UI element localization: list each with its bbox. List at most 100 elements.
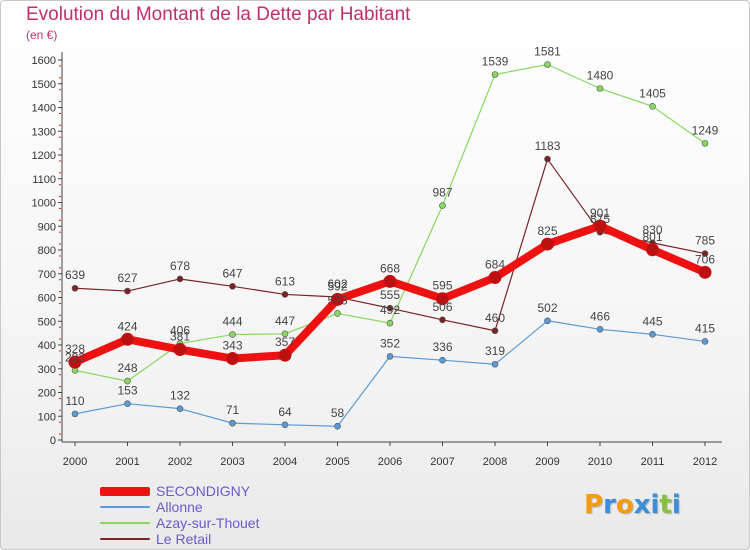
data-label: 830	[642, 223, 662, 237]
y-tick-label: 400	[38, 340, 56, 352]
data-label: 785	[695, 234, 715, 248]
data-point	[701, 140, 709, 147]
data-label: 678	[170, 259, 190, 273]
legend: SECONDIGNY Allonne Azay-sur-Thouet Le Retai…	[100, 483, 259, 547]
legend-swatch	[100, 538, 150, 540]
data-label: 447	[275, 314, 295, 328]
data-label: 595	[432, 279, 452, 293]
y-tick-label: 900	[38, 221, 56, 233]
data-label: 110	[65, 394, 84, 408]
y-tick-label: 1200	[32, 150, 56, 162]
data-point	[491, 71, 499, 78]
data-label: 1581	[534, 45, 561, 59]
data-point	[439, 356, 446, 364]
y-tick-label: 1400	[32, 103, 56, 115]
data-point	[439, 202, 446, 209]
legend-item: Azay-sur-Thouet	[100, 515, 259, 531]
data-point	[593, 219, 607, 233]
x-tick-label: 2008	[483, 456, 507, 468]
data-point	[649, 331, 656, 338]
data-label: 132	[170, 389, 190, 403]
data-point	[386, 319, 394, 327]
data-label: 1183	[535, 139, 561, 153]
data-point	[71, 410, 79, 418]
data-label: 502	[537, 301, 557, 315]
data-label: 58	[331, 406, 345, 420]
data-label: 1480	[587, 69, 614, 83]
y-tick-label: 1100	[32, 174, 56, 186]
legend-label: SECONDIGNY	[156, 483, 251, 499]
data-label: 293	[65, 350, 85, 364]
data-label: 825	[537, 224, 557, 238]
y-tick-label: 100	[38, 411, 56, 423]
data-point	[281, 421, 289, 429]
logo-letter: r	[603, 490, 616, 520]
data-label: 706	[695, 252, 715, 266]
logo-letter: i	[650, 490, 660, 520]
data-label: 460	[485, 311, 505, 325]
legend-swatch	[100, 506, 150, 508]
data-point	[124, 287, 131, 295]
data-label: 533	[327, 293, 347, 307]
data-label: 248	[117, 361, 137, 375]
data-point	[488, 271, 502, 285]
y-tick-label: 500	[38, 316, 56, 328]
data-label: 592	[327, 279, 347, 293]
data-point	[278, 348, 292, 362]
data-point	[71, 284, 79, 292]
data-label: 801	[642, 230, 662, 244]
data-point	[334, 422, 341, 430]
data-label: 639	[65, 268, 85, 282]
logo-letter: t	[659, 490, 672, 520]
data-label: 875	[590, 212, 610, 226]
data-label: 319	[485, 344, 505, 358]
y-tick-label: 1000	[32, 198, 56, 210]
y-tick-label: 1500	[32, 79, 56, 91]
legend-item: Le Retail	[100, 531, 259, 547]
y-tick-label: 0	[50, 435, 56, 447]
legend-swatch	[100, 486, 150, 496]
data-label: 71	[226, 403, 240, 417]
data-point	[226, 352, 239, 366]
legend-label: Azay-sur-Thouet	[156, 515, 260, 531]
data-label: 466	[590, 309, 610, 323]
y-tick-label: 1600	[32, 55, 56, 67]
y-tick-label: 200	[38, 388, 56, 400]
data-label: 445	[642, 314, 662, 328]
x-tick-label: 2012	[693, 456, 717, 468]
data-point	[331, 292, 344, 306]
data-label: 64	[278, 405, 292, 419]
data-point	[173, 343, 187, 357]
logo-letter: P	[584, 490, 604, 520]
data-label: 613	[275, 274, 295, 288]
data-point	[596, 326, 604, 333]
y-tick-label: 1300	[32, 126, 56, 138]
data-label: 1539	[482, 54, 509, 68]
x-tick-label: 2002	[168, 456, 192, 468]
logo-letter: x	[633, 490, 651, 520]
logo-letter: o	[615, 490, 634, 520]
legend-item: SECONDIGNY	[100, 483, 259, 499]
data-point	[229, 419, 236, 427]
data-label: 153	[117, 384, 137, 398]
data-label: 602	[327, 277, 347, 291]
x-tick-label: 2010	[588, 456, 612, 468]
legend-label: Allonne	[156, 499, 203, 515]
x-tick-label: 2000	[63, 456, 87, 468]
chart-subtitle: (en €)	[26, 28, 58, 42]
data-point	[544, 317, 551, 325]
legend-swatch	[100, 522, 150, 524]
y-tick-label: 300	[38, 364, 56, 376]
data-label: 668	[380, 261, 400, 275]
data-label: 627	[117, 271, 137, 285]
x-tick-label: 2003	[220, 456, 244, 468]
data-label: 424	[117, 319, 137, 333]
data-point	[596, 85, 604, 92]
data-point	[281, 291, 289, 298]
data-point	[439, 316, 446, 324]
data-label: 444	[222, 315, 242, 329]
data-point	[121, 332, 134, 346]
y-tick-label: 700	[38, 269, 56, 281]
